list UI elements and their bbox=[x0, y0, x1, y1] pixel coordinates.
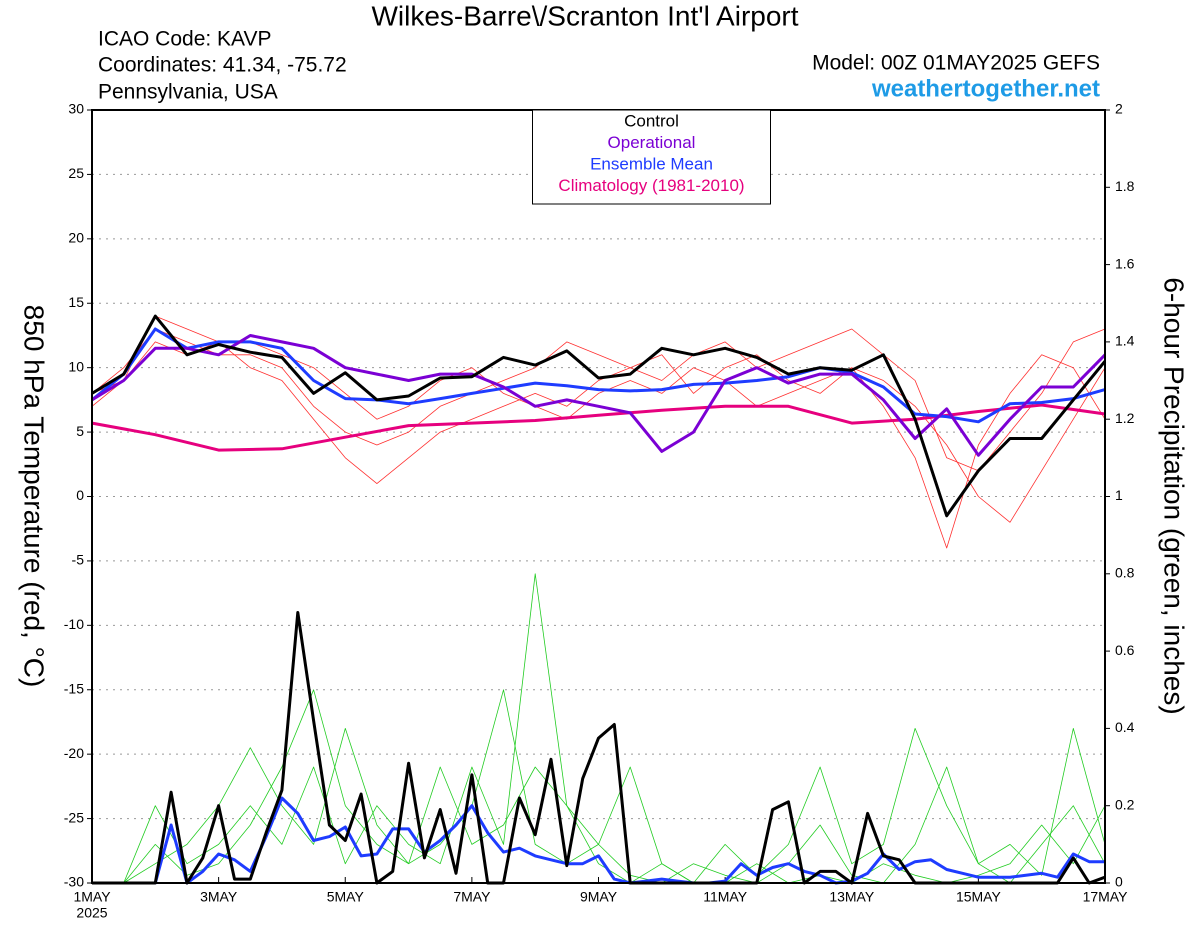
x-tick-label: 7MAY bbox=[453, 889, 491, 905]
legend-box bbox=[532, 109, 771, 205]
y-tick-label: -20 bbox=[64, 745, 84, 761]
y2-axis-label: 6-hour Precipitation (green, inches) bbox=[1159, 277, 1190, 714]
y-tick-label: 5 bbox=[76, 423, 84, 439]
y-tick-label: -30 bbox=[64, 874, 84, 890]
series-line bbox=[92, 796, 1105, 885]
y2-tick-label: 0.8 bbox=[1115, 565, 1135, 581]
x-tick-label: 11MAY bbox=[703, 889, 747, 905]
y2-tick-label: 2 bbox=[1115, 101, 1123, 117]
info-line: Pennsylvania, USA bbox=[98, 81, 278, 104]
x-tick-label: 17MAY bbox=[1083, 889, 1129, 905]
series-line bbox=[92, 689, 1106, 884]
source: weathertogether.net bbox=[871, 75, 1100, 102]
y2-tick-label: 1.2 bbox=[1115, 410, 1135, 426]
y-tick-label: -25 bbox=[64, 809, 84, 825]
y2-tick-label: 1.6 bbox=[1115, 255, 1135, 271]
x-tick-label: 15MAY bbox=[956, 889, 1002, 905]
series-line bbox=[91, 315, 1106, 549]
year-label: 2025 bbox=[76, 905, 107, 921]
legend-entry: Climatology (1981-2010) bbox=[558, 176, 744, 195]
info-line: ICAO Code: KAVP bbox=[98, 28, 272, 51]
y-tick-label: 25 bbox=[68, 165, 84, 181]
y2-tick-label: 0.6 bbox=[1115, 642, 1135, 658]
y-tick-label: 0 bbox=[76, 487, 84, 503]
y-tick-label: -5 bbox=[72, 552, 85, 568]
y-tick-label: -15 bbox=[64, 680, 84, 696]
series-line bbox=[92, 689, 1106, 884]
y-tick-label: 30 bbox=[68, 101, 84, 117]
y2-tick-label: 0 bbox=[1115, 874, 1123, 890]
x-tick-label: 1MAY bbox=[73, 889, 111, 905]
series-line bbox=[91, 341, 1106, 523]
y2-tick-label: 0.4 bbox=[1115, 719, 1135, 735]
series-line bbox=[92, 573, 1106, 884]
y2-tick-label: 0.2 bbox=[1115, 796, 1135, 812]
x-tick-label: 5MAY bbox=[327, 889, 365, 905]
y-tick-label: 20 bbox=[68, 230, 84, 246]
legend-entry: Ensemble Mean bbox=[590, 154, 713, 173]
series-line bbox=[91, 314, 1107, 518]
info-line: Coordinates: 41.34, -75.72 bbox=[98, 54, 347, 77]
chart-title: Wilkes-Barre\/Scranton Int'l Airport bbox=[371, 0, 798, 31]
legend-entry: Control bbox=[624, 111, 679, 130]
series-line bbox=[91, 334, 1107, 457]
y2-tick-label: 1.4 bbox=[1115, 333, 1135, 349]
model-info: Model: 00Z 01MAY2025 GEFS bbox=[812, 52, 1100, 75]
y2-tick-label: 1 bbox=[1115, 487, 1123, 503]
y-tick-label: -10 bbox=[64, 616, 84, 632]
x-tick-label: 13MAY bbox=[829, 889, 875, 905]
series-line bbox=[91, 327, 1106, 424]
x-tick-label: 9MAY bbox=[580, 889, 618, 905]
y-axis-label: 850 hPa Temperature (red, °C) bbox=[19, 305, 50, 688]
series-line bbox=[92, 611, 1106, 885]
x-tick-label: 3MAY bbox=[200, 889, 238, 905]
series-line bbox=[91, 403, 1106, 452]
y2-tick-label: 1.8 bbox=[1115, 178, 1135, 194]
y-tick-label: 10 bbox=[68, 358, 84, 374]
y-tick-label: 15 bbox=[68, 294, 84, 310]
legend-entry: Operational bbox=[608, 133, 696, 152]
